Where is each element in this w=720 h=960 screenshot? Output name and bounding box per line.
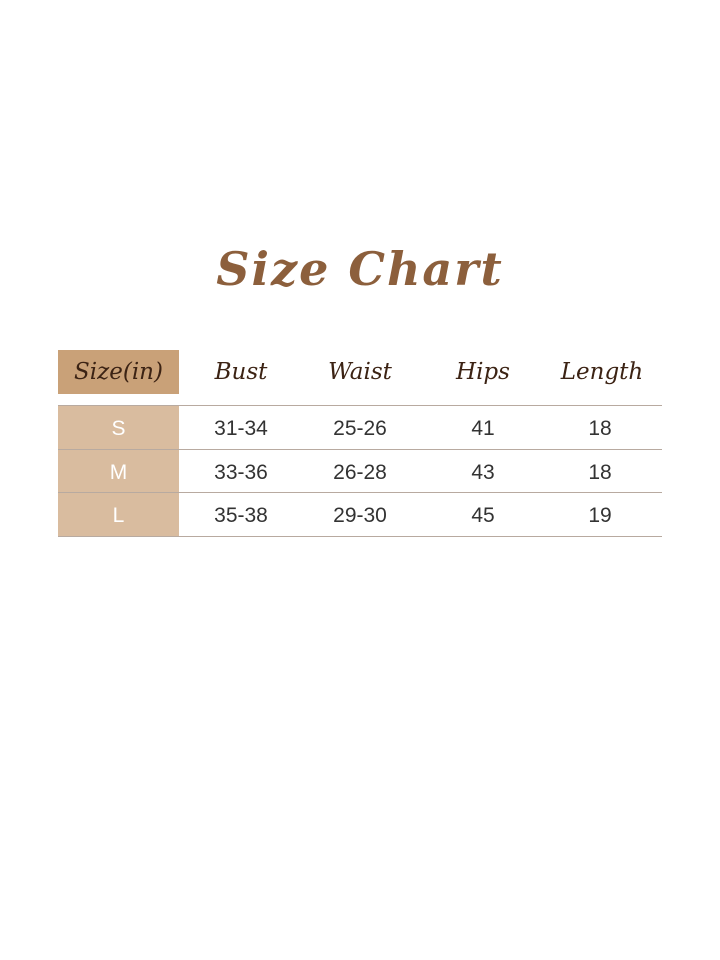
table-row: L 35-38 29-30 45 19 xyxy=(58,492,662,537)
hips-cell: 43 xyxy=(471,461,495,484)
header-length: Length xyxy=(560,359,644,385)
bust-cell: 35-38 xyxy=(214,504,268,527)
waist-cell: 29-30 xyxy=(333,504,387,527)
table-row: S 31-34 25-26 41 18 xyxy=(58,405,662,449)
header-waist: Waist xyxy=(328,359,392,385)
bust-cell: 33-36 xyxy=(214,461,268,484)
waist-cell: 26-28 xyxy=(333,461,387,484)
bust-cell: 31-34 xyxy=(214,417,268,440)
hips-cell: 45 xyxy=(471,504,495,527)
length-cell: 18 xyxy=(588,461,612,484)
size-cell: M xyxy=(58,450,179,493)
size-cell: S xyxy=(58,406,179,449)
waist-cell: 25-26 xyxy=(333,417,387,440)
size-cell: L xyxy=(58,493,179,536)
header-bust: Bust xyxy=(214,359,268,385)
page-title: Size Chart xyxy=(216,242,504,296)
header-hips: Hips xyxy=(456,359,510,385)
length-cell: 19 xyxy=(588,504,612,527)
table-row: M 33-36 26-28 43 18 xyxy=(58,449,662,493)
length-cell: 18 xyxy=(588,417,612,440)
hips-cell: 41 xyxy=(471,417,495,440)
header-size: Size(in) xyxy=(58,350,179,394)
